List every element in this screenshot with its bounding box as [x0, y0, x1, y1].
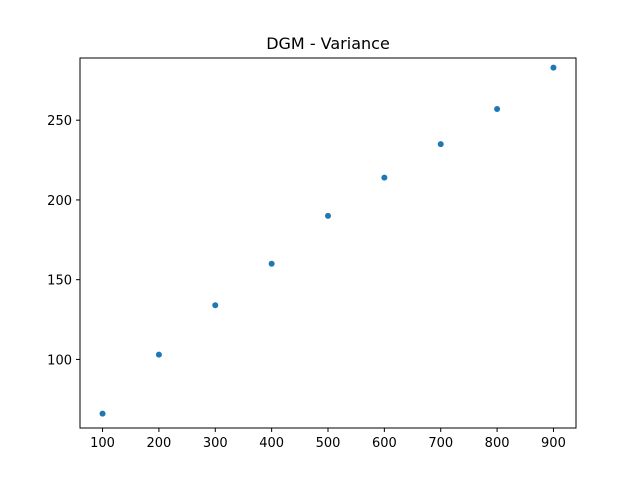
- data-point: [550, 64, 557, 71]
- x-axis: 100 200 300 400 500 600 700 800 900: [90, 428, 566, 451]
- x-tick-label: 500: [316, 436, 341, 451]
- x-tick-label: 200: [146, 436, 171, 451]
- x-tick-label: 800: [485, 436, 510, 451]
- data-point: [325, 212, 331, 219]
- data-point: [268, 260, 275, 267]
- data-point: [381, 174, 388, 181]
- data-point: [494, 106, 501, 113]
- x-tick-label: 900: [541, 436, 566, 451]
- data-point: [212, 302, 219, 309]
- y-tick-label: 100: [47, 353, 72, 368]
- data-points: [99, 64, 557, 417]
- y-tick-label: 150: [47, 274, 72, 289]
- x-tick-label: 600: [372, 436, 397, 451]
- y-tick-label: 250: [47, 114, 72, 129]
- x-tick-label: 100: [90, 436, 115, 451]
- chart-title: DGM - Variance: [266, 34, 390, 53]
- y-axis: 100 150 200 250: [47, 114, 80, 368]
- y-tick-label: 200: [47, 194, 72, 209]
- x-tick-label: 300: [203, 436, 228, 451]
- data-point: [437, 141, 444, 148]
- data-point: [155, 351, 162, 358]
- plot-area-frame: [79, 57, 577, 429]
- x-tick-label: 400: [259, 436, 284, 451]
- x-tick-label: 700: [428, 436, 453, 451]
- data-point: [99, 410, 106, 417]
